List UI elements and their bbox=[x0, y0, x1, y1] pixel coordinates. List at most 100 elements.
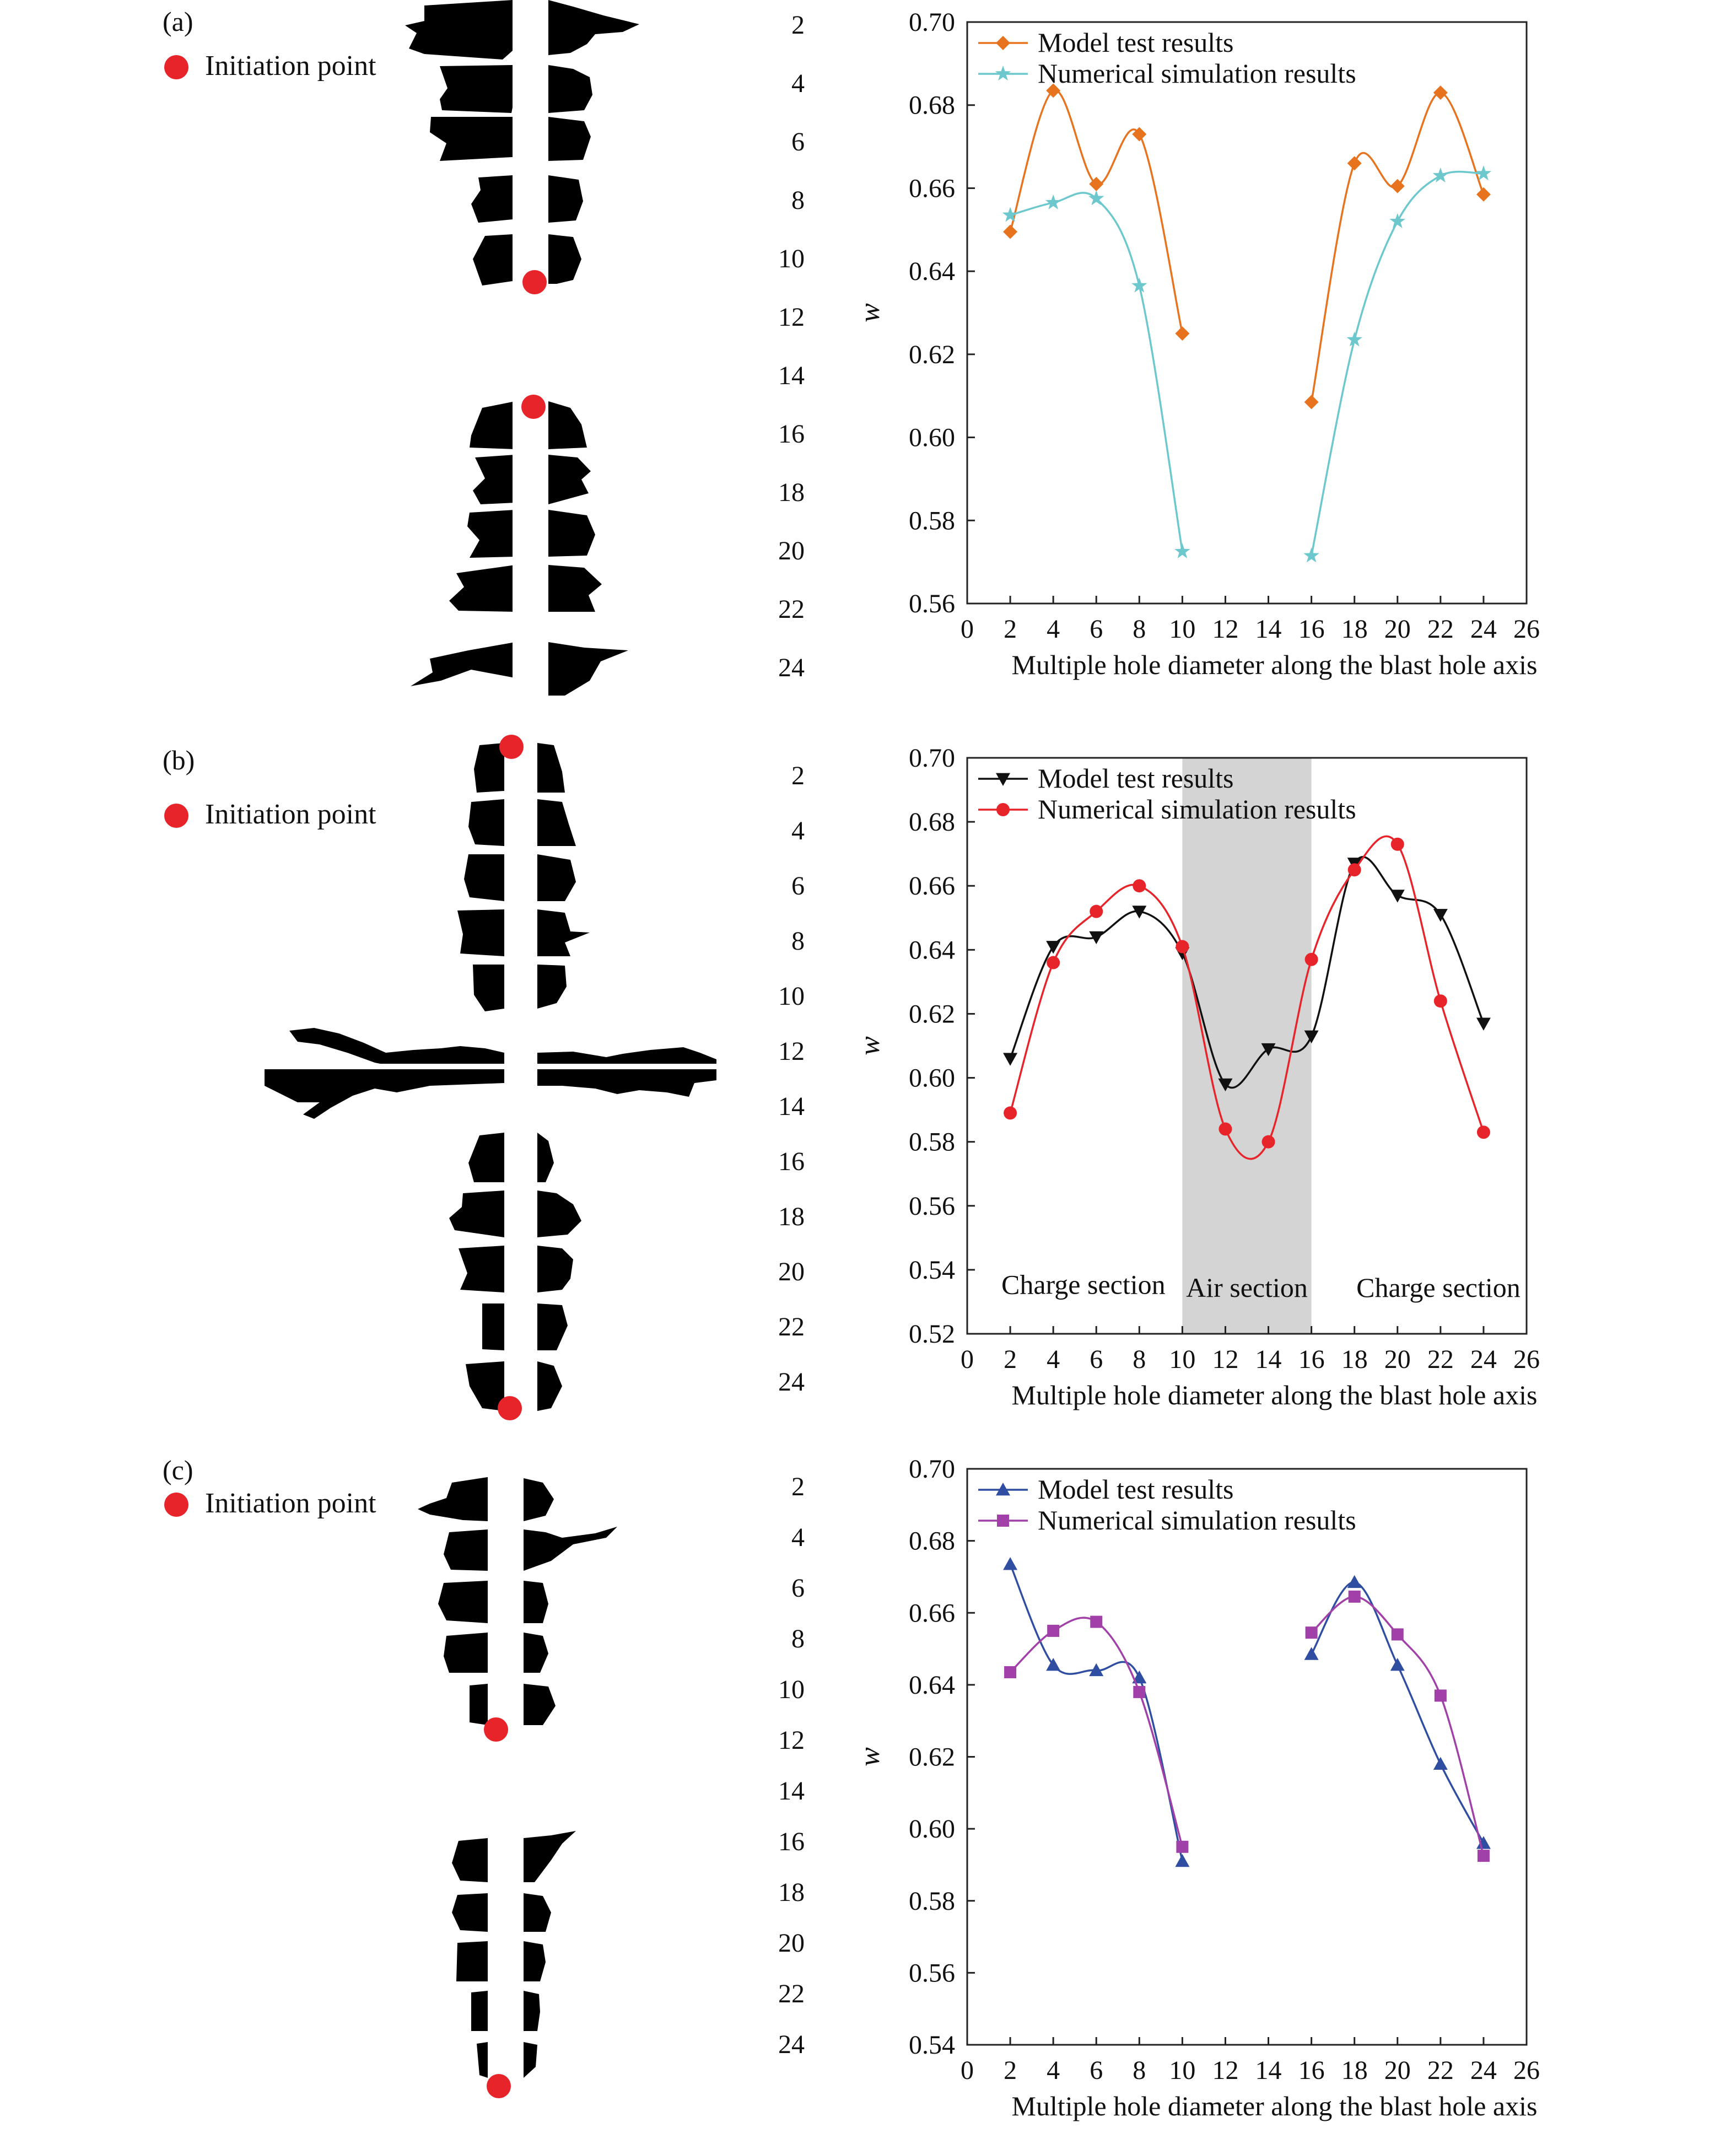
data-point bbox=[1003, 1557, 1018, 1570]
x-tick-label: 6 bbox=[1090, 1345, 1103, 1374]
x-tick-label: 18 bbox=[1341, 2056, 1368, 2085]
data-point bbox=[1004, 1106, 1017, 1120]
data-point bbox=[1390, 1657, 1405, 1671]
y-tick-label: 0.66 bbox=[909, 871, 955, 901]
depth-label: 18 bbox=[778, 478, 805, 507]
data-point bbox=[1046, 1657, 1061, 1671]
x-axis-label: Multiple hole diameter along the blast h… bbox=[1012, 1380, 1538, 1410]
x-tick-label: 10 bbox=[1169, 2056, 1195, 2085]
panel-label: (b) bbox=[163, 745, 195, 775]
data-point bbox=[995, 66, 1011, 81]
y-tick-label: 0.58 bbox=[909, 1887, 955, 1916]
x-tick-label: 4 bbox=[1047, 1345, 1060, 1374]
legend-label: Numerical simulation results bbox=[1038, 794, 1356, 825]
initiation-point-label: Initiation point bbox=[205, 799, 376, 830]
data-point bbox=[1132, 1670, 1147, 1684]
x-tick-label: 20 bbox=[1384, 1345, 1411, 1374]
x-tick-label: 10 bbox=[1169, 615, 1195, 644]
depth-label: 4 bbox=[791, 69, 805, 98]
depth-label: 8 bbox=[791, 926, 805, 956]
x-tick-label: 16 bbox=[1298, 1345, 1325, 1374]
series-line bbox=[1009, 89, 1184, 334]
series-line bbox=[1010, 192, 1184, 552]
series-line bbox=[1310, 91, 1485, 402]
depth-label: 22 bbox=[778, 1979, 805, 2008]
section-annotation: Charge section bbox=[1001, 1269, 1166, 1300]
data-point bbox=[1390, 837, 1404, 851]
series-1 bbox=[1004, 835, 1490, 1160]
y-tick-label: 0.54 bbox=[909, 1256, 955, 1285]
data-point bbox=[1347, 863, 1361, 877]
data-point bbox=[1433, 1757, 1448, 1770]
data-point bbox=[1176, 940, 1189, 954]
series-1 bbox=[1002, 165, 1492, 563]
x-tick-label: 12 bbox=[1212, 2056, 1238, 2085]
data-point bbox=[996, 773, 1010, 786]
x-tick-label: 2 bbox=[1004, 615, 1017, 644]
data-point bbox=[1434, 1689, 1447, 1702]
x-tick-label: 22 bbox=[1427, 1345, 1454, 1374]
y-tick-label: 0.52 bbox=[909, 1319, 955, 1349]
depth-label: 14 bbox=[778, 1776, 805, 1806]
data-point bbox=[1477, 1850, 1490, 1862]
depth-label: 2 bbox=[791, 761, 805, 790]
initiation-point-marker bbox=[164, 55, 188, 79]
depth-label: 8 bbox=[791, 186, 805, 215]
x-tick-label: 20 bbox=[1384, 615, 1411, 644]
y-tick-label: 0.56 bbox=[909, 1192, 955, 1221]
x-tick-label: 4 bbox=[1047, 2056, 1060, 2085]
depth-label: 6 bbox=[791, 127, 805, 157]
x-tick-label: 8 bbox=[1133, 1345, 1146, 1374]
depth-label: 20 bbox=[778, 536, 805, 565]
data-point bbox=[1089, 931, 1104, 945]
data-point bbox=[1132, 906, 1147, 919]
crack-pattern-b bbox=[265, 722, 716, 1427]
data-point bbox=[1304, 952, 1318, 966]
data-point bbox=[1261, 1135, 1275, 1149]
data-point bbox=[1390, 890, 1405, 903]
data-point bbox=[1219, 1122, 1232, 1136]
data-point bbox=[1346, 331, 1362, 347]
data-point bbox=[1391, 1628, 1404, 1641]
initiation-point-bottom bbox=[498, 1396, 522, 1420]
panel-label: (a) bbox=[163, 6, 193, 37]
depth-label: 14 bbox=[778, 1092, 805, 1121]
section-annotation: Charge section bbox=[1356, 1272, 1521, 1303]
series-line bbox=[1311, 1596, 1485, 1856]
initiation-point-marker bbox=[164, 804, 188, 828]
data-point bbox=[1475, 165, 1492, 181]
x-tick-label: 6 bbox=[1090, 615, 1103, 644]
data-point bbox=[1045, 194, 1061, 209]
x-tick-label: 26 bbox=[1513, 2056, 1540, 2085]
initiation-point-bottom bbox=[522, 270, 547, 294]
legend-label: Numerical simulation results bbox=[1038, 1505, 1356, 1536]
data-point bbox=[1175, 1854, 1190, 1867]
y-tick-label: 0.68 bbox=[909, 807, 955, 837]
x-tick-label: 10 bbox=[1169, 1345, 1195, 1374]
x-tick-label: 14 bbox=[1255, 1345, 1282, 1374]
y-tick-label: 0.54 bbox=[909, 2030, 955, 2060]
data-point bbox=[1132, 127, 1147, 142]
depth-label: 14 bbox=[778, 361, 805, 390]
chart-c: 0 2 4 6 8 10 12 14 16 18 20 22 24 260.540.560.580.600… bbox=[854, 1455, 1540, 2121]
section-annotation: Air section bbox=[1186, 1272, 1308, 1303]
y-axis-label: w bbox=[854, 1036, 886, 1055]
x-tick-label: 2 bbox=[1004, 2056, 1017, 2085]
y-tick-label: 0.58 bbox=[909, 506, 955, 535]
depth-label: 2 bbox=[791, 10, 805, 40]
initiation-point-marker bbox=[164, 1493, 188, 1517]
y-tick-label: 0.70 bbox=[909, 744, 955, 773]
legend-label: Model test results bbox=[1038, 763, 1234, 794]
y-axis-label: w bbox=[854, 1747, 886, 1766]
data-point bbox=[996, 36, 1010, 50]
x-tick-label: 22 bbox=[1427, 2056, 1454, 2085]
series-0 bbox=[1003, 1557, 1491, 1867]
legend-label: Model test results bbox=[1038, 1474, 1234, 1505]
depth-label: 22 bbox=[778, 595, 805, 624]
legend-label: Model test results bbox=[1038, 27, 1234, 58]
series-line bbox=[1310, 170, 1484, 556]
x-tick-label: 24 bbox=[1470, 615, 1497, 644]
data-point bbox=[996, 1483, 1010, 1496]
depth-label: 20 bbox=[778, 1928, 805, 1958]
data-point bbox=[1347, 1575, 1362, 1588]
